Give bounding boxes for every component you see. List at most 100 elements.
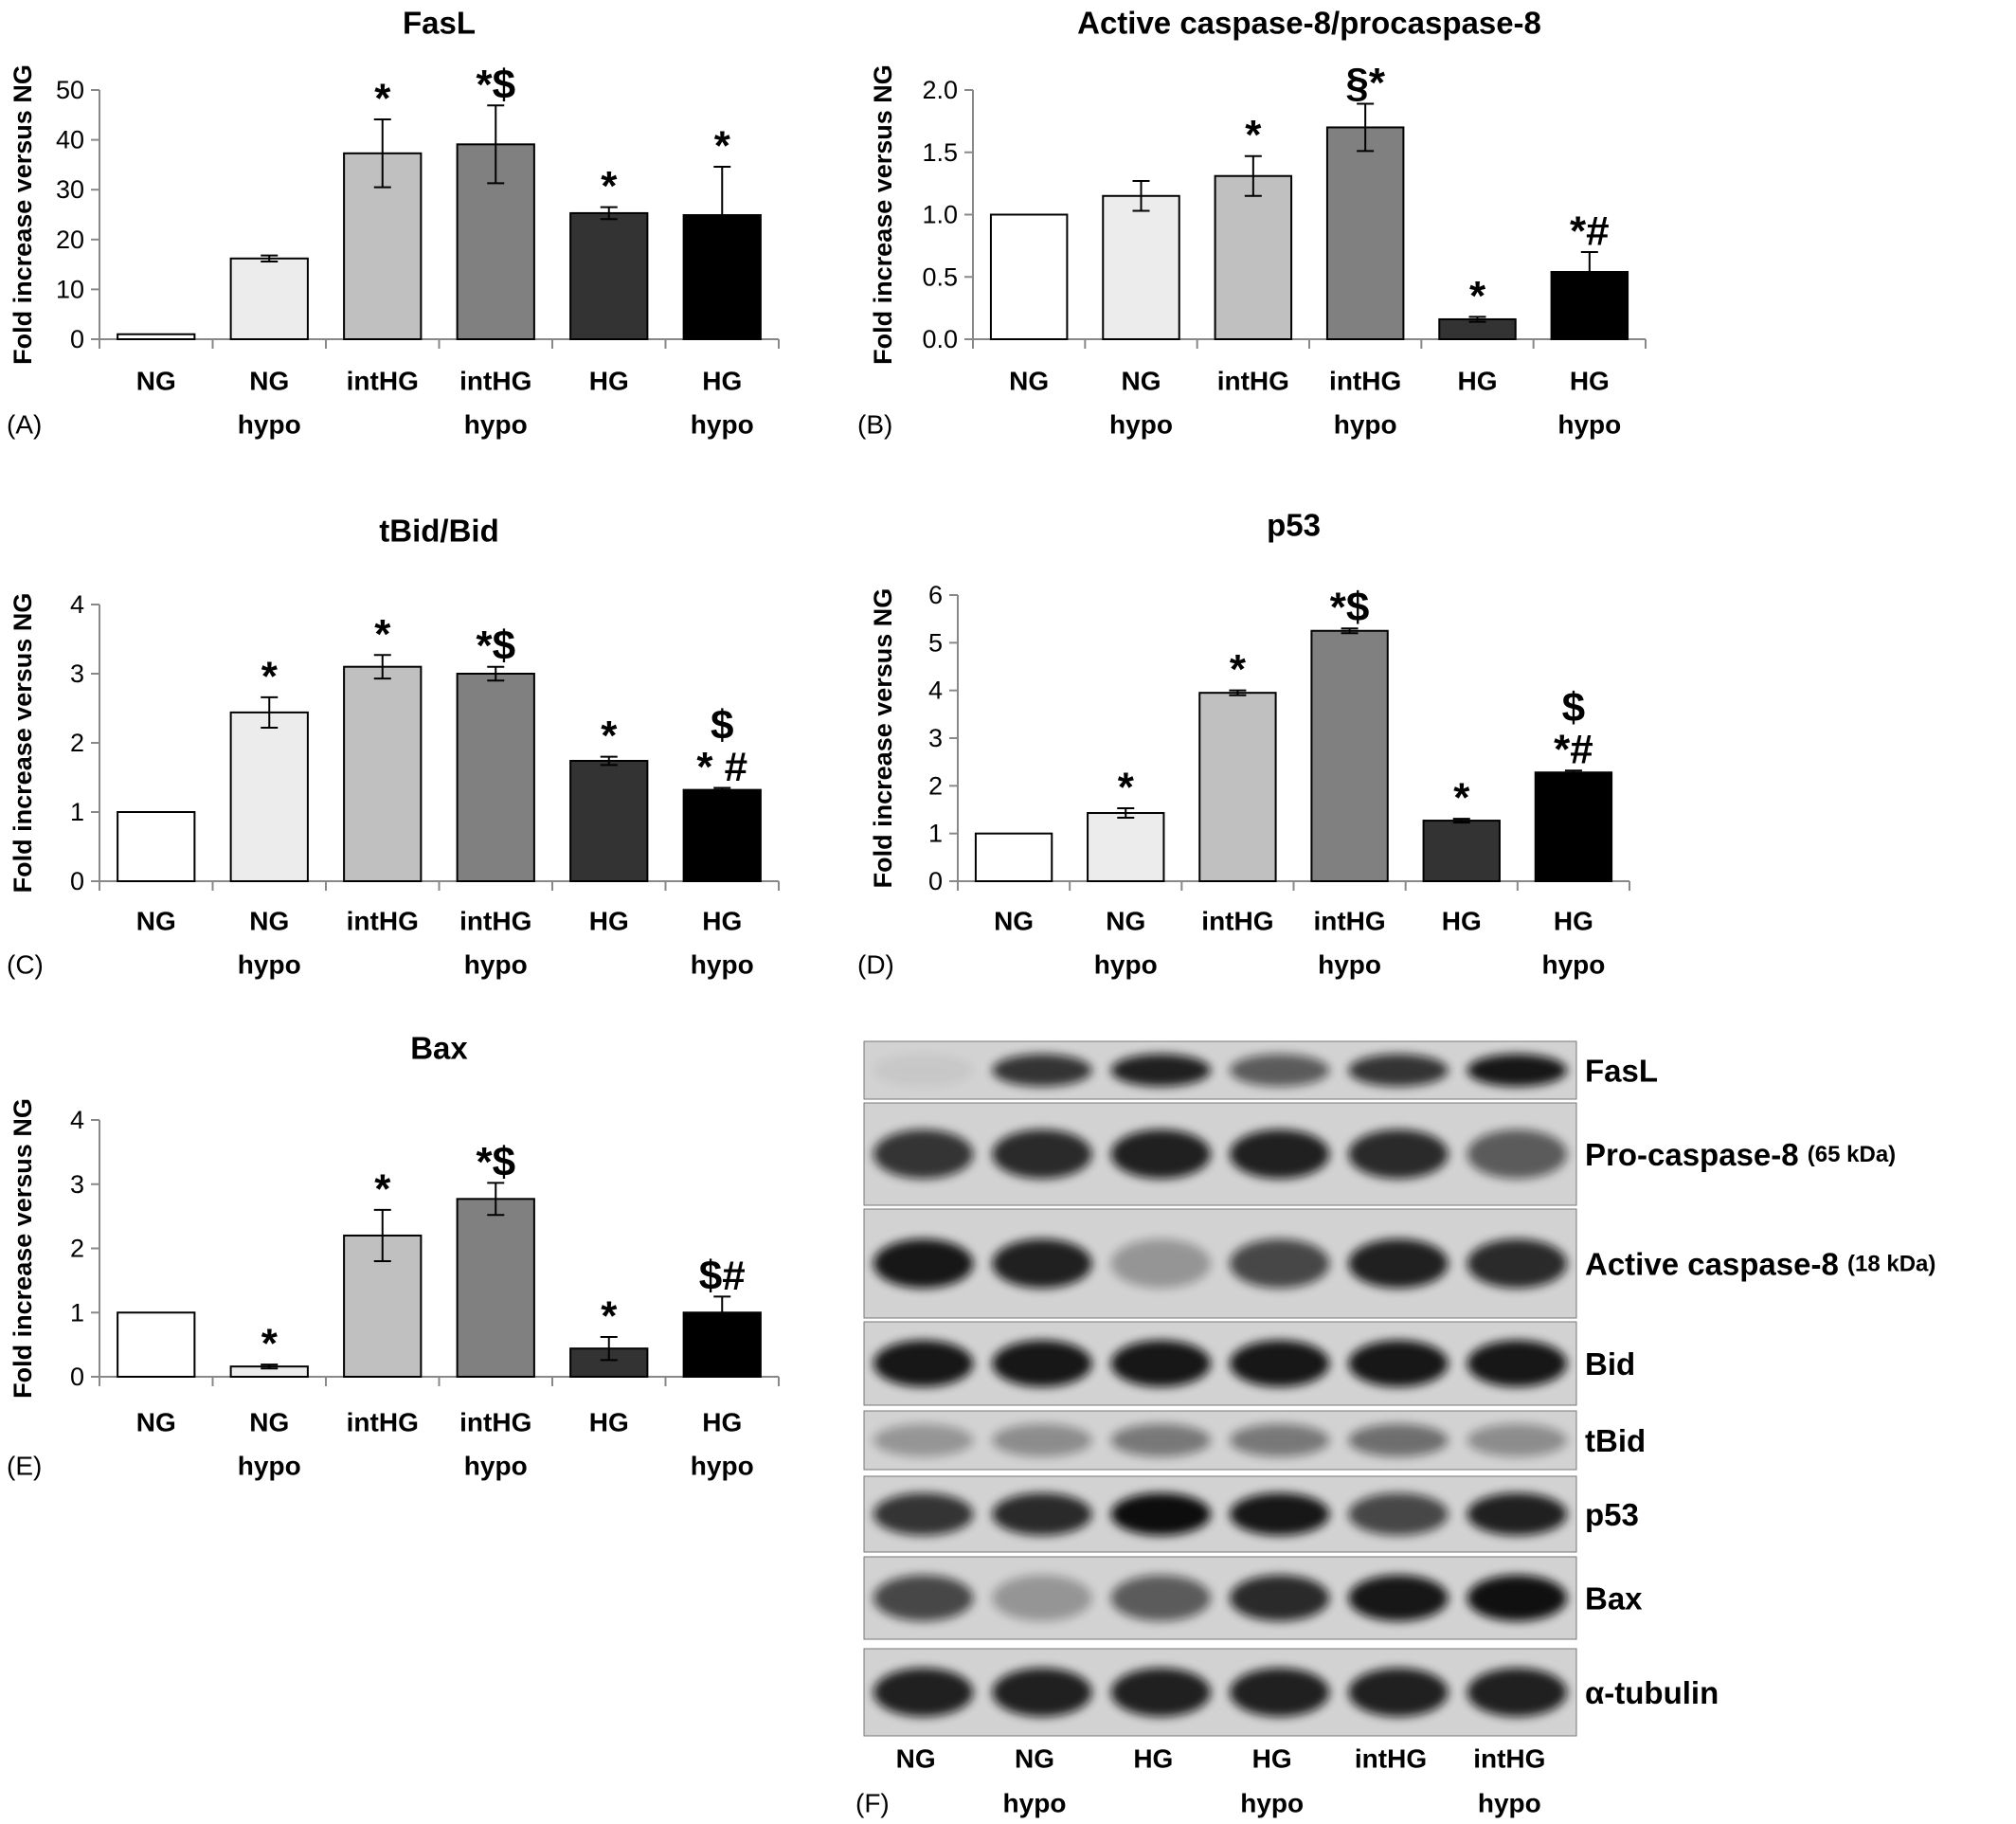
blot-band: [1230, 1492, 1330, 1536]
y-tick-label: 10: [56, 275, 84, 303]
blot-band: [992, 1492, 1092, 1536]
x-tick-label: HG: [702, 367, 742, 396]
error-bar: [1117, 806, 1135, 820]
error-bar: [1580, 250, 1598, 294]
band-name: FasL: [1585, 1053, 1658, 1088]
lane-label: hypo: [1478, 1789, 1541, 1818]
y-tick-label: 5: [928, 628, 943, 657]
x-tick-label: NG: [136, 1408, 176, 1437]
x-tick-label: NG: [1106, 907, 1145, 936]
panel-label: (B): [857, 410, 892, 440]
blot-band: [1467, 1575, 1567, 1621]
band-name: Pro-caspase-8: [1585, 1137, 1799, 1172]
y-tick-label: 1: [70, 798, 84, 826]
band-name: p53: [1585, 1497, 1639, 1532]
blot-band: [873, 1129, 974, 1179]
blot-band: [873, 1575, 974, 1621]
y-tick-label: 1: [928, 820, 943, 848]
bar: [1534, 771, 1613, 882]
error-bar: [1468, 316, 1486, 323]
error-bar: [1229, 689, 1247, 696]
x-tick-label: hypo: [238, 950, 301, 980]
x-tick-label: intHG: [1217, 367, 1289, 396]
bar: [1198, 692, 1277, 883]
lane-label: HG: [1133, 1744, 1173, 1774]
band-size: (65 kDa): [1808, 1142, 1896, 1167]
x-tick-label: hypo: [1334, 410, 1397, 440]
significance-mark: *$: [1330, 585, 1370, 631]
y-axis-label: Fold increase versus NG: [869, 64, 897, 365]
x-tick-label: intHG: [347, 907, 419, 936]
x-tick-label: hypo: [1094, 950, 1158, 980]
x-tick-label: intHG: [1329, 367, 1401, 396]
bar: [229, 257, 309, 340]
x-tick-label: hypo: [691, 410, 754, 440]
y-axis-label: Fold increase versus NG: [9, 64, 37, 365]
y-axis-label: Fold increase versus NG: [869, 588, 897, 889]
band-name: Active caspase-8: [1585, 1246, 1839, 1281]
blot-band: [1230, 1575, 1330, 1621]
error-bar: [261, 695, 279, 729]
significance-mark: *: [1118, 764, 1135, 810]
chart-title: Bax: [410, 1031, 468, 1066]
significance-mark: *: [1469, 273, 1486, 319]
band-label: Pro-caspase-8 (65 kDa): [1585, 1137, 1896, 1172]
blot-band: [992, 1575, 1092, 1621]
band-name: Bid: [1585, 1346, 1635, 1382]
error-bar: [261, 254, 279, 262]
panel-label: (E): [7, 1452, 42, 1481]
x-tick-label: intHG: [459, 367, 531, 396]
blot-band: [873, 1238, 974, 1289]
error-bar: [713, 166, 731, 265]
x-tick-label: HG: [1442, 907, 1482, 936]
y-tick-label: 3: [70, 659, 84, 688]
blot-band: [1467, 1492, 1567, 1536]
error-bar: [600, 755, 618, 767]
significance-mark: $: [711, 702, 733, 749]
y-tick-label: 0: [928, 867, 943, 895]
y-tick-label: 6: [928, 581, 943, 609]
blot-band: [1467, 1054, 1567, 1087]
bar: [343, 665, 423, 883]
significance-mark: *: [261, 1321, 279, 1367]
blot-band: [1467, 1238, 1567, 1289]
error-bar: [600, 1335, 618, 1362]
significance-mark: *: [261, 653, 279, 699]
error-bar: [373, 1208, 391, 1263]
error-bar: [487, 104, 505, 185]
y-tick-label: 0.0: [922, 325, 958, 353]
significance-mark: *: [1453, 775, 1470, 822]
x-tick-label: NG: [1122, 367, 1161, 396]
blot-band: [992, 1340, 1092, 1387]
bar: [456, 1198, 535, 1379]
significance-mark: *#: [1554, 727, 1593, 773]
blot-band: [992, 1238, 1092, 1289]
blot-band: [1348, 1238, 1449, 1289]
blot-band: [1230, 1668, 1330, 1717]
bar: [117, 811, 196, 882]
x-tick-label: intHG: [347, 367, 419, 396]
significance-mark: $: [1562, 685, 1585, 731]
chart-title: FasL: [403, 6, 476, 41]
x-tick-label: hypo: [691, 950, 754, 980]
x-tick-label: hypo: [691, 1452, 754, 1481]
x-tick-label: HG: [1554, 907, 1593, 936]
y-tick-label: 3: [928, 724, 943, 752]
error-bar: [1244, 154, 1262, 197]
y-tick-label: 4: [928, 677, 943, 705]
blot-band: [1230, 1054, 1330, 1087]
blot-band: [1348, 1054, 1449, 1087]
blot-band: [1110, 1238, 1211, 1289]
blot-band: [873, 1423, 974, 1457]
x-tick-label: hypo: [464, 410, 528, 440]
significance-mark: *$: [476, 623, 515, 669]
error-bar: [1564, 769, 1582, 776]
band-label: α-tubulin: [1585, 1675, 1719, 1710]
band-name: Bax: [1585, 1580, 1643, 1616]
x-tick-label: hypo: [1109, 410, 1173, 440]
significance-mark: *: [374, 1165, 391, 1212]
blot-band: [1348, 1668, 1449, 1717]
y-tick-label: 4: [70, 1106, 84, 1134]
bar: [343, 1234, 423, 1378]
significance-mark: *: [601, 163, 618, 209]
